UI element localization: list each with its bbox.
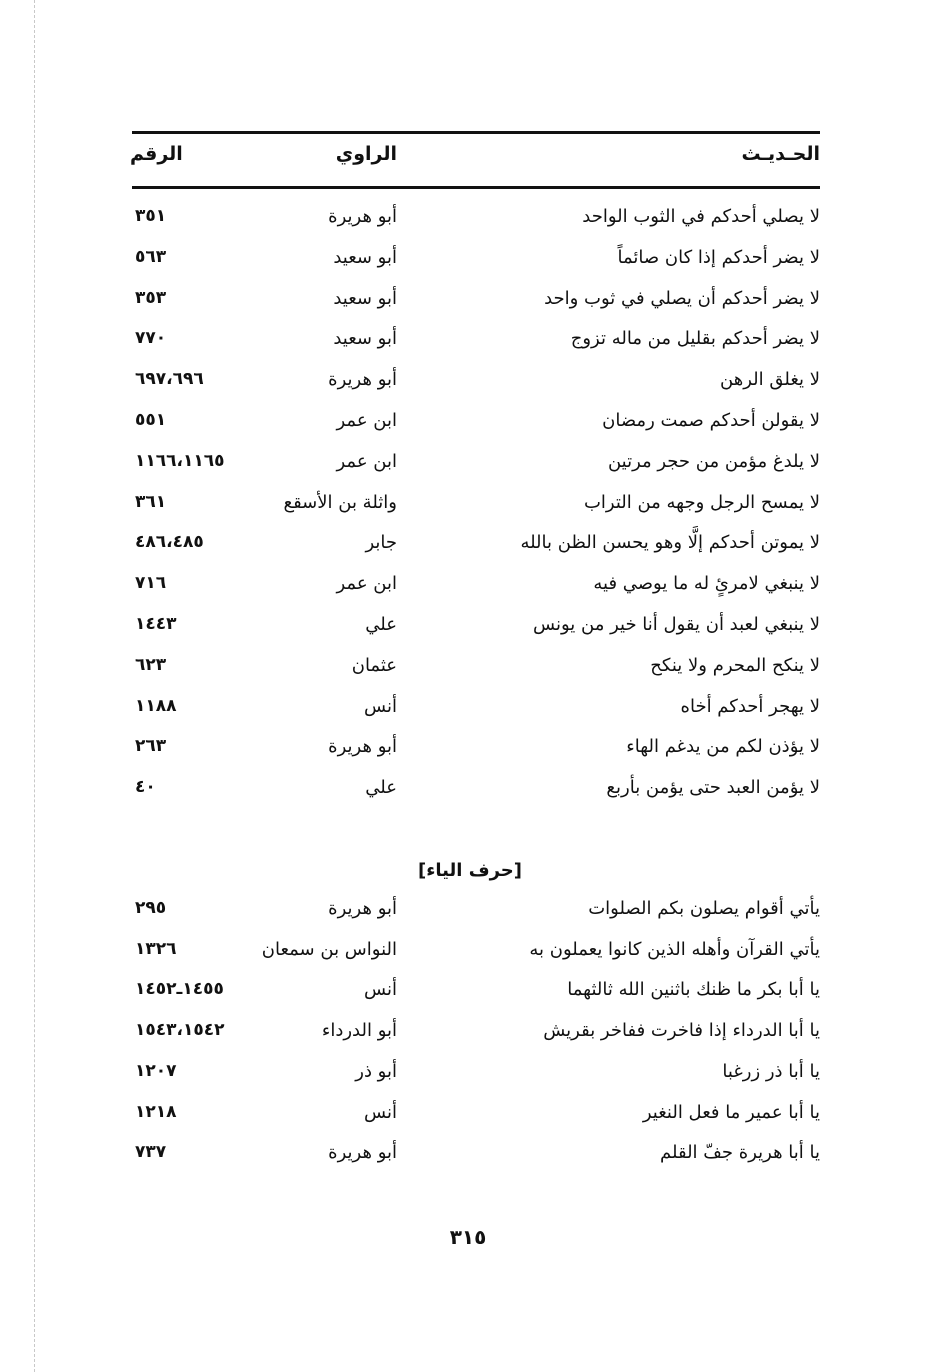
table-row: يا أبا هريرة جفّ القلم أبو هريرة ٧٣٧ — [125, 1142, 820, 1180]
hadith-text: لا يصلي أحدكم في الثوب الواحد — [582, 206, 820, 227]
narrator-text: أبو الدرداء — [321, 1020, 397, 1042]
narrator-text: واثلة بن الأسقع — [283, 491, 397, 513]
hadith-text: لا يقولن أحدكم صمت رمضان — [602, 410, 820, 431]
narrator-text: أبو سعيد — [333, 287, 397, 309]
table-row: لا يضر أحدكم بقليل من ماله تزوج أبو سعيد ٧… — [125, 328, 820, 366]
reference-number: ٦٢٣ — [135, 654, 167, 675]
table-row: لا ينبغي لامرئٍ له ما يوصي فيه ابن عمر ٧١٦ — [125, 573, 820, 611]
reference-number: ١٤٤٣ — [135, 614, 177, 634]
page-number: ٣١٥ — [449, 1225, 487, 1249]
header-top-rule — [132, 131, 820, 134]
reference-number: ٧٣٧ — [135, 1142, 167, 1163]
reference-number: ٣٥١ — [135, 206, 167, 226]
hadith-text: لا يؤذن لكم من يدغم الهاء — [626, 736, 820, 758]
reference-number: ١٢١٨ — [135, 1101, 177, 1122]
reference-number: ١٤٥٥ـ١٤٥٢ — [135, 979, 224, 1000]
narrator-text: أبو هريرة — [328, 898, 397, 919]
table-row: لا يقولن أحدكم صمت رمضان ابن عمر ٥٥١ — [125, 410, 820, 448]
reference-number: ٦٩٧،٦٩٦ — [135, 369, 204, 390]
reference-number: ٧٧٠ — [135, 328, 167, 349]
narrator-text: جابر — [365, 532, 397, 554]
header-number: الرقم — [130, 143, 183, 165]
narrator-text: ابن عمر — [336, 450, 397, 472]
table-row: يا أبا الدرداء إذا فاخرت ففاخر بقريش أبو … — [125, 1020, 820, 1058]
table-row: لا يمسح الرجل وجهه من التراب واثلة بن الأ… — [125, 492, 820, 530]
narrator-text: أبو هريرة — [328, 1142, 397, 1164]
header-bottom-rule — [132, 186, 820, 189]
table-row: لا يهجر أحدكم أخاه أنس ١١٨٨ — [125, 696, 820, 734]
reference-number: ١٥٤٣،١٥٤٢ — [135, 1020, 225, 1041]
hadith-text: لا يضر أحدكم أن يصلي في ثوب واحد — [544, 287, 820, 309]
header-hadith: الحـديـث — [741, 143, 820, 165]
narrator-text: أنس — [364, 979, 397, 1001]
hadith-text: يا أبا بكر ما ظنك باثنين الله ثالثهما — [567, 979, 820, 1001]
hadith-text: يا أبا ذر زرغبا — [722, 1060, 820, 1082]
table-row: لا يغلق الرهن أبو هريرة ٦٩٧،٦٩٦ — [125, 369, 820, 407]
narrator-text: ابن عمر — [336, 573, 397, 595]
hadith-text: يأتي القرآن وأهله الذين كانوا يعملون به — [529, 938, 820, 960]
table-row: لا يؤمن العبد حتى يؤمن بأربع علي ٤٠ — [125, 777, 820, 815]
table-row: يا أبا بكر ما ظنك باثنين الله ثالثهما أنس… — [125, 979, 820, 1017]
hadith-text: يا أبا عمير ما فعل النغير — [642, 1101, 820, 1123]
reference-number: ١٣٢٦ — [135, 938, 177, 959]
table-row: يأتي أقوام يصلون بكم الصلوات أبو هريرة ٢٩٥ — [125, 898, 820, 936]
reference-number: ٥٦٣ — [135, 246, 167, 267]
hadith-text: لا يضر أحدكم بقليل من ماله تزوج — [570, 328, 820, 350]
reference-number: ٧١٦ — [135, 573, 167, 594]
reference-number: ١١٨٨ — [135, 695, 177, 716]
hadith-text: يأتي أقوام يصلون بكم الصلوات — [588, 898, 820, 919]
narrator-text: أنس — [364, 1101, 397, 1123]
reference-number: ٤٠ — [135, 777, 156, 798]
table-row: لا ينكح المحرم ولا ينكح عثمان ٦٢٣ — [125, 655, 820, 693]
hadith-text: لا يغلق الرهن — [720, 369, 820, 391]
reference-number: ٣٥٣ — [135, 287, 167, 308]
table-row: لا يضر أحدكم إذا كان صائماً أبو سعيد ٥٦٣ — [125, 247, 820, 285]
hadith-text: لا يؤمن العبد حتى يؤمن بأربع — [606, 777, 820, 799]
reference-number: ١٢٠٧ — [135, 1060, 177, 1081]
narrator-text: أبو ذر — [355, 1060, 397, 1082]
reference-number: ٥٥١ — [135, 410, 167, 430]
section-heading: [حرف الياء] — [417, 860, 523, 881]
narrator-text: علي — [365, 614, 397, 635]
narrator-text: أبو سعيد — [333, 246, 397, 268]
table-row: يأتي القرآن وأهله الذين كانوا يعملون به ا… — [125, 939, 820, 977]
table-row: يا أبا عمير ما فعل النغير أنس ١٢١٨ — [125, 1102, 820, 1140]
narrator-text: أبو سعيد — [333, 328, 397, 350]
hadith-text: لا يهجر أحدكم أخاه — [680, 695, 820, 717]
table-row: يا أبا ذر زرغبا أبو ذر ١٢٠٧ — [125, 1061, 820, 1099]
table-row: لا يصلي أحدكم في الثوب الواحد أبو هريرة ٣٥… — [125, 206, 820, 244]
table-header: الحـديـث الراوي الرقم — [125, 143, 820, 181]
reference-number: ٢٦٣ — [135, 736, 167, 757]
hadith-text: لا يموتن أحدكم إلَّا وهو يحسن الظن بالله — [520, 532, 820, 554]
narrator-text: النواس بن سمعان — [261, 938, 397, 960]
table-row: لا يموتن أحدكم إلَّا وهو يحسن الظن بالله… — [125, 532, 820, 570]
hadith-text: لا ينكح المحرم ولا ينكح — [650, 654, 820, 676]
header-narrator: الراوي — [335, 143, 397, 165]
narrator-text: عثمان — [351, 654, 397, 676]
reference-number: ٢٩٥ — [135, 898, 167, 918]
narrator-text: أبو هريرة — [328, 369, 397, 391]
page-edge — [34, 0, 35, 1372]
reference-number: ١١٦٦،١١٦٥ — [135, 450, 225, 471]
reference-number: ٣٦١ — [135, 491, 167, 512]
hadith-text: لا يمسح الرجل وجهه من التراب — [583, 491, 820, 513]
table-row: لا يؤذن لكم من يدغم الهاء أبو هريرة ٢٦٣ — [125, 736, 820, 774]
hadith-text: لا يضر أحدكم إذا كان صائماً — [617, 246, 820, 268]
table-row: لا يلدغ مؤمن من حجر مرتين ابن عمر ١١٦٦،١١٦… — [125, 451, 820, 489]
hadith-text: لا يلدغ مؤمن من حجر مرتين — [607, 450, 820, 472]
narrator-text: أبو هريرة — [328, 206, 397, 227]
hadith-text: لا ينبغي لامرئٍ له ما يوصي فيه — [593, 573, 820, 595]
table-row: لا يضر أحدكم أن يصلي في ثوب واحد أبو سعيد… — [125, 288, 820, 326]
narrator-text: علي — [365, 777, 397, 799]
reference-number: ٤٨٦،٤٨٥ — [135, 532, 204, 553]
table-row: لا ينبغي لعبد أن يقول أنا خير من يونس علي… — [125, 614, 820, 652]
hadith-text: يا أبا هريرة جفّ القلم — [660, 1142, 820, 1164]
narrator-text: أنس — [364, 695, 397, 717]
narrator-text: ابن عمر — [336, 410, 397, 431]
narrator-text: أبو هريرة — [328, 736, 397, 758]
hadith-text: يا أبا الدرداء إذا فاخرت ففاخر بقريش — [543, 1020, 820, 1042]
hadith-text: لا ينبغي لعبد أن يقول أنا خير من يونس — [533, 614, 820, 635]
